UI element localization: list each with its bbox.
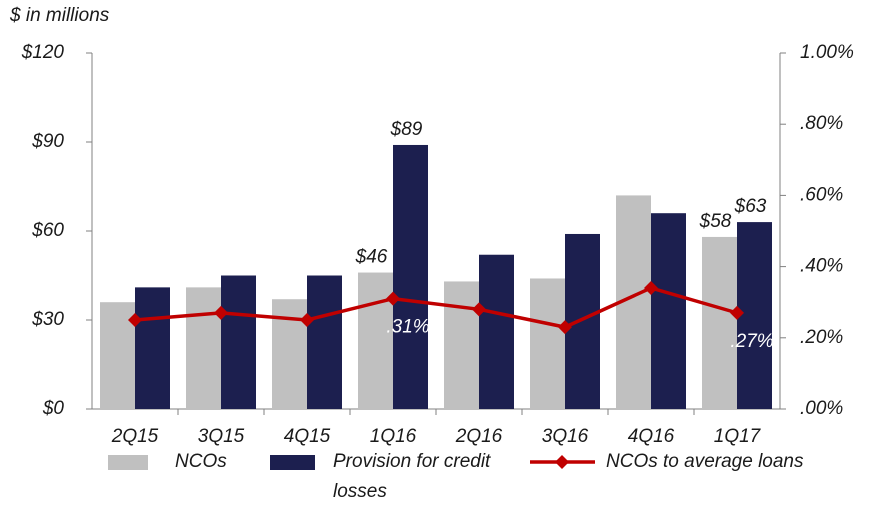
y2-tick-label: .40%: [800, 256, 843, 277]
y-tick-label: $30: [31, 309, 64, 330]
x-tick-label: 1Q16: [370, 426, 417, 447]
x-tick-label: 2Q15: [111, 426, 159, 447]
x-tick-label: 3Q15: [198, 426, 245, 447]
y-tick-label: $60: [31, 220, 64, 241]
x-tick-label: 1Q17: [714, 426, 762, 447]
bar: [651, 213, 686, 409]
x-tick-label: 3Q16: [542, 426, 589, 447]
marker: [128, 313, 142, 327]
subtitle: $ in millions: [9, 5, 110, 26]
marker: [644, 280, 658, 295]
bar: [444, 281, 479, 409]
marker: [472, 302, 486, 317]
value-label: .27%: [730, 331, 773, 352]
bar: [393, 144, 428, 409]
bar: [221, 275, 256, 409]
y2-tick-label: .00%: [800, 398, 843, 419]
bar: [135, 287, 170, 409]
y2-tick-label: .80%: [800, 113, 843, 134]
y-tick-label: $120: [21, 42, 65, 63]
bar: [530, 278, 565, 409]
marker: [558, 320, 572, 335]
value-label: $89: [390, 119, 423, 140]
bar: [100, 302, 135, 409]
bar: [272, 299, 307, 409]
legend-label: NCOs to average loans: [606, 451, 804, 472]
y2-tick-label: .20%: [800, 327, 843, 348]
bar: [737, 222, 772, 409]
value-label: $46: [355, 247, 388, 268]
bar: [702, 236, 737, 409]
x-tick-label: 4Q15: [284, 426, 331, 447]
bar: [358, 272, 393, 409]
y-tick-label: $0: [42, 398, 65, 419]
value-label: .31%: [386, 317, 429, 338]
y-tick-label: $90: [31, 131, 64, 152]
value-label: $58: [699, 211, 732, 232]
marker: [730, 305, 744, 320]
y2-tick-label: .60%: [800, 184, 843, 205]
y2-tick-label: 1.00%: [800, 42, 854, 63]
marker: [214, 305, 228, 320]
legend-label: Provision for credit losses: [333, 451, 491, 502]
bar: [307, 275, 342, 409]
bar: [565, 233, 600, 409]
legend-swatch: [270, 455, 315, 470]
legend-swatch: [555, 455, 569, 469]
legend-swatch: [108, 455, 148, 470]
marker: [300, 313, 314, 327]
bar: [479, 254, 514, 409]
bar: [186, 287, 221, 409]
x-tick-label: 2Q16: [455, 426, 503, 447]
x-tick-label: 4Q16: [628, 426, 675, 447]
line: [134, 286, 738, 329]
marker: [386, 291, 400, 306]
legend-label: NCOs: [175, 451, 227, 472]
value-label: $63: [734, 196, 767, 217]
